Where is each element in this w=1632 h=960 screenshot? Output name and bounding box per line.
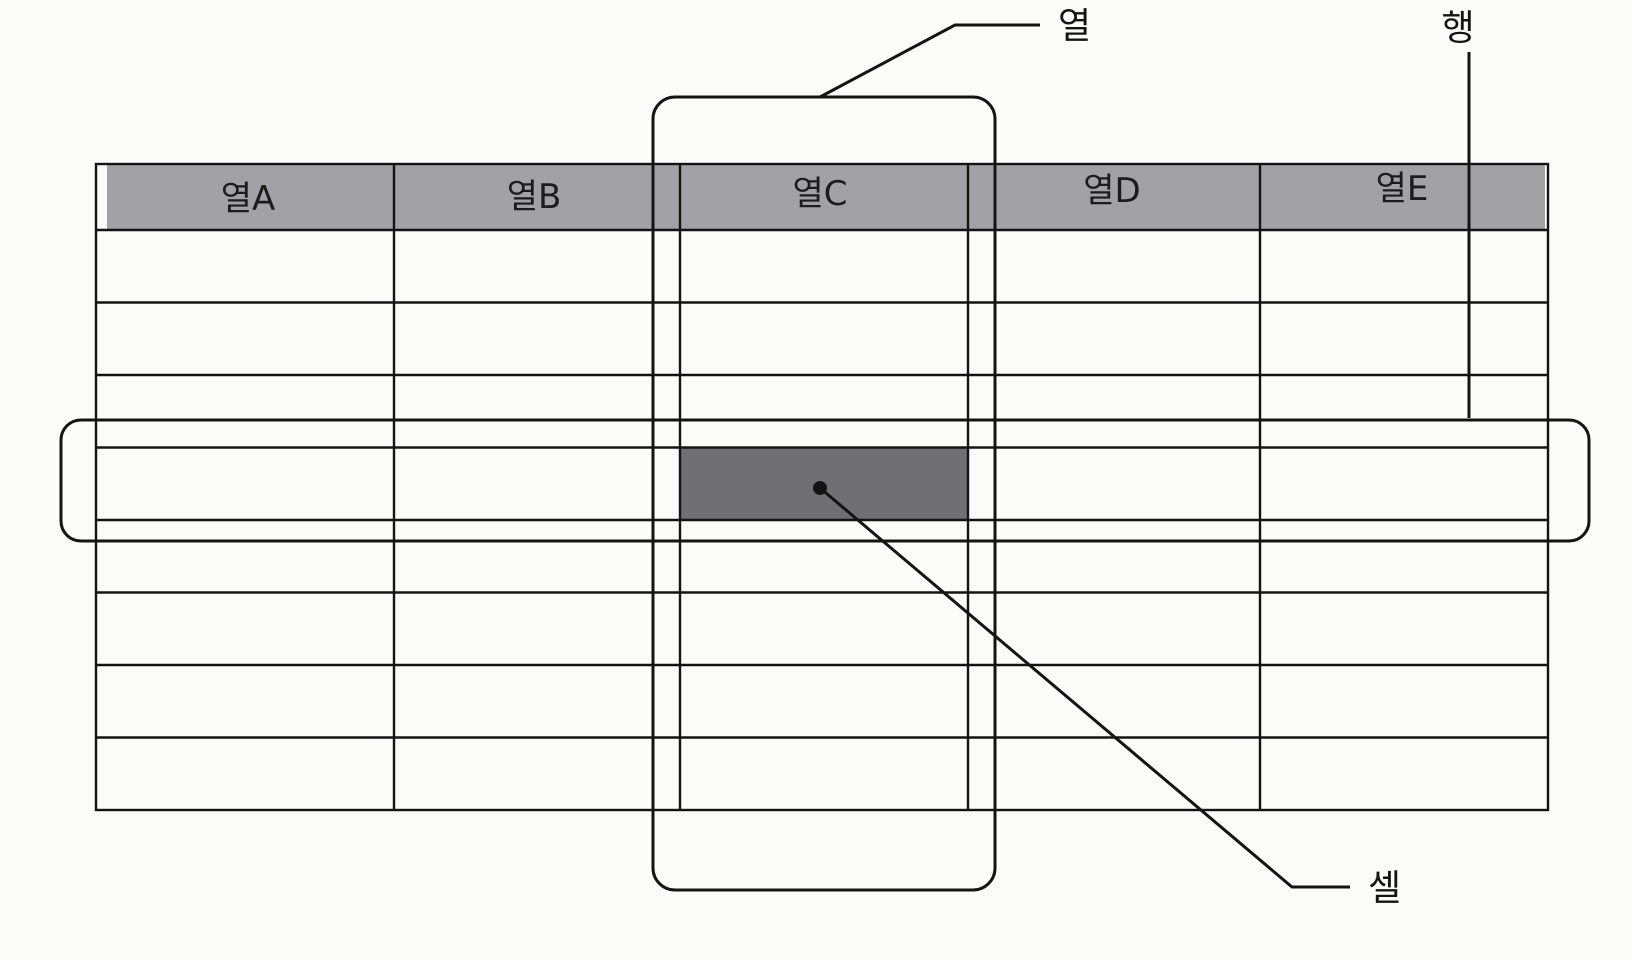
cell-callout-leader	[819, 486, 1350, 889]
column-header-c: 열C	[792, 174, 847, 214]
table-border	[94, 162, 1550, 812]
column-header-b: 열B	[507, 177, 562, 217]
row-callout-label: 행	[1441, 8, 1474, 49]
column-highlight-frame	[651, 95, 997, 892]
header-row-fill	[107, 164, 1545, 230]
cell-callout-label: 셀	[1368, 868, 1401, 909]
column-header-d: 열D	[1083, 171, 1140, 211]
table-grid	[94, 162, 1550, 812]
row-highlight-frame	[59, 418, 1591, 543]
column-header-a: 열A	[221, 179, 276, 219]
column-callout-leader	[819, 23, 1040, 99]
column-callout-label: 열	[1058, 6, 1091, 47]
column-headers: 열A 열B 열C 열D 열E	[221, 169, 1429, 219]
column-header-e: 열E	[1376, 169, 1429, 209]
